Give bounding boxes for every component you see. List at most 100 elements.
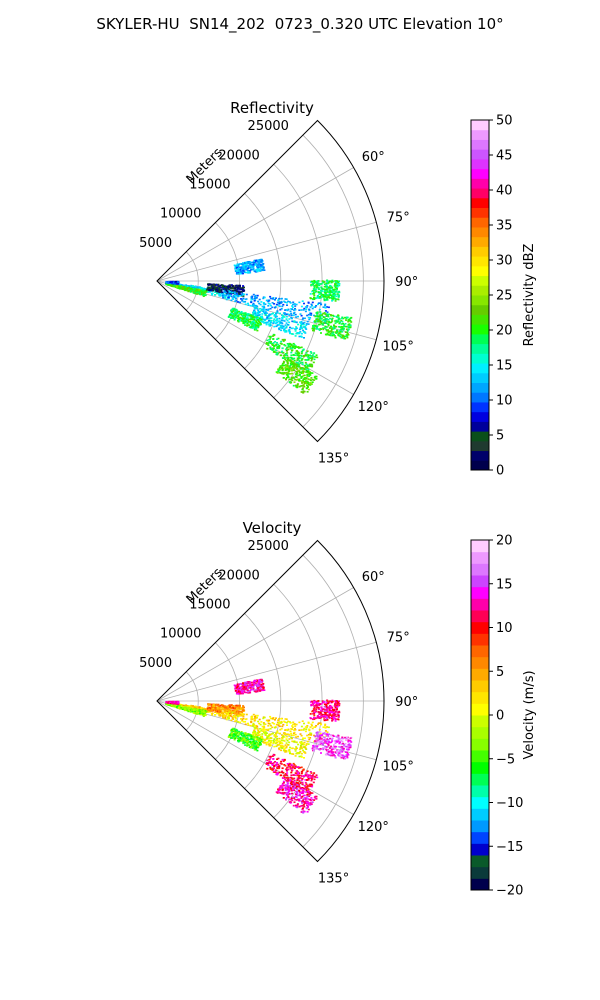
echo-gate [227, 292, 230, 294]
echo-gate [305, 775, 307, 777]
echo-gate [303, 317, 306, 320]
echo-gate [243, 264, 246, 266]
range-tick-label: 20000 [218, 148, 259, 163]
echo-gate [185, 706, 188, 708]
echo-gate [233, 291, 236, 293]
echo-gate [342, 328, 345, 331]
echo-gate [266, 317, 269, 319]
echo-gate [325, 286, 327, 288]
echo-gate [331, 279, 334, 282]
echo-gate [331, 320, 334, 322]
echo-gate [311, 381, 314, 383]
echo-gate [276, 346, 279, 348]
echo-gate [241, 737, 243, 739]
echo-gate [299, 346, 302, 349]
echo-gate [313, 726, 316, 728]
echo-gate [240, 711, 243, 713]
echo-gate [234, 707, 237, 710]
echo-gate [241, 318, 244, 321]
colorbar-segment [471, 431, 489, 442]
echo-gate [319, 283, 322, 285]
echo-gate [233, 738, 236, 741]
echo-gate [231, 717, 234, 719]
echo-gate [250, 269, 253, 271]
echo-gate [251, 747, 254, 749]
echo-gate [313, 294, 316, 297]
echo-gate [279, 741, 282, 744]
echo-gate [206, 289, 209, 291]
echo-gate [309, 351, 312, 353]
echo-gate [302, 743, 305, 746]
echo-gate [234, 734, 237, 737]
echo-gate [248, 313, 250, 315]
echo-gate [315, 305, 318, 307]
echo-gate [253, 309, 256, 311]
echo-gate [245, 313, 247, 316]
echo-gate [252, 293, 255, 296]
echo-gate [285, 365, 288, 367]
echo-gate [212, 285, 215, 287]
echo-gate [259, 319, 262, 321]
echo-gate [304, 361, 307, 364]
echo-gate [301, 375, 304, 378]
echo-gate [290, 734, 293, 737]
echo-gate [245, 718, 248, 720]
echo-gate [281, 369, 284, 372]
echo-gate [246, 742, 249, 745]
echo-gate [257, 745, 260, 748]
echo-gate [338, 283, 341, 285]
echo-gate [313, 291, 316, 294]
echo-gate [249, 267, 252, 269]
echo-gate [291, 747, 294, 750]
echo-gate [274, 742, 277, 744]
echo-gate [306, 350, 309, 352]
echo-gate [271, 722, 274, 724]
echo-gate [329, 321, 332, 324]
echo-gate [283, 371, 286, 374]
echo-gate [281, 367, 283, 370]
echo-gate [234, 314, 237, 317]
echo-gate [347, 328, 350, 331]
echo-gate [274, 305, 277, 308]
echo-gate [307, 743, 310, 745]
echo-gate [348, 318, 351, 321]
echo-gate [235, 732, 238, 735]
echo-gate [305, 366, 308, 369]
echo-gate [185, 704, 188, 706]
echo-gate [293, 774, 296, 776]
echo-gate [288, 741, 291, 744]
angle-tick-label: 135° [318, 452, 349, 467]
echo-gate [284, 301, 287, 303]
echo-gate [318, 288, 321, 291]
range-tick-label: 15000 [189, 177, 230, 192]
echo-gate [349, 324, 352, 327]
echo-gate [270, 341, 272, 343]
echo-gate [263, 309, 266, 311]
echo-gate [248, 314, 251, 317]
echo-gate [252, 743, 255, 746]
echo-gate [281, 305, 284, 308]
echo-gate [250, 746, 253, 749]
echo-gate [334, 300, 337, 302]
colorbar-tick-label: 30 [496, 254, 513, 269]
echo-gate [299, 368, 302, 370]
echo-gate [238, 310, 241, 313]
echo-gate [198, 706, 201, 708]
echo-gate [288, 378, 291, 381]
echo-gate [248, 733, 250, 735]
echo-gate [262, 321, 265, 323]
echo-gate [292, 765, 295, 767]
echo-gate [244, 268, 246, 270]
echo-gate [172, 282, 175, 284]
echo-gate [204, 709, 207, 711]
echo-gate [282, 745, 285, 748]
echo-gate [251, 741, 254, 743]
colorbar-segment [471, 450, 489, 461]
echo-gate [213, 285, 216, 287]
echo-gate [310, 358, 313, 360]
echo-gate [246, 322, 249, 325]
echo-gate [328, 288, 331, 290]
echo-gate [292, 753, 295, 755]
echo-gate [227, 713, 230, 716]
echo-gate [307, 359, 310, 361]
